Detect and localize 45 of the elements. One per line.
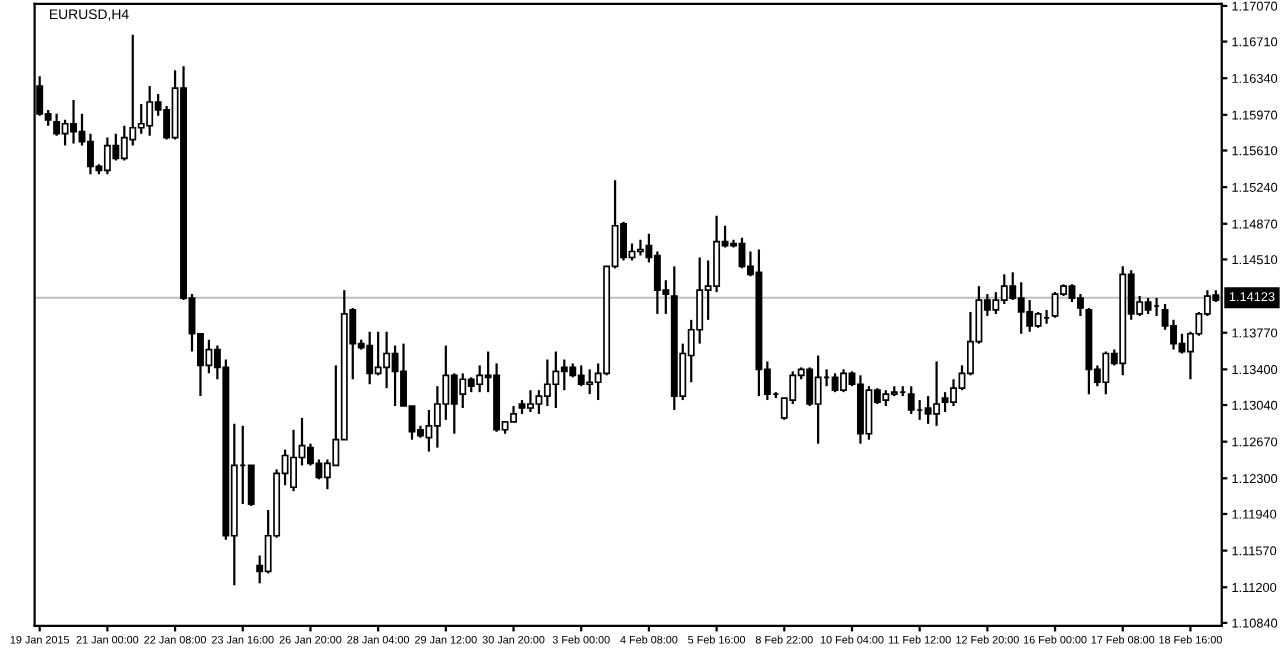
candlestick xyxy=(535,389,543,416)
candlestick xyxy=(1102,350,1110,396)
candlestick xyxy=(476,364,484,394)
candlestick xyxy=(120,124,128,162)
candlestick xyxy=(425,408,433,453)
candlestick xyxy=(103,136,111,176)
candlestick xyxy=(1017,281,1025,335)
candlestick xyxy=(907,385,915,416)
candlestick xyxy=(560,358,568,392)
candlestick xyxy=(636,238,644,257)
candlestick xyxy=(459,372,467,410)
candlestick xyxy=(831,372,839,394)
candlestick xyxy=(383,330,391,390)
candlestick xyxy=(941,391,949,414)
candlestick xyxy=(146,85,154,137)
candlestick xyxy=(1051,291,1059,319)
candlestick xyxy=(806,366,814,408)
candlestick xyxy=(924,395,932,425)
candlestick xyxy=(247,464,255,508)
candlestick xyxy=(450,372,458,435)
candlestick xyxy=(620,220,627,262)
candlestick xyxy=(653,250,661,316)
candlestick xyxy=(950,378,957,408)
candlestick xyxy=(442,344,450,421)
candlestick xyxy=(933,360,941,427)
candlestick xyxy=(70,98,77,145)
candlestick xyxy=(1026,298,1034,333)
candlestick xyxy=(526,389,534,414)
candlestick xyxy=(814,354,822,445)
candlestick xyxy=(1000,273,1008,306)
candlestick xyxy=(53,112,61,137)
candlestick xyxy=(366,330,374,386)
candlestick xyxy=(87,132,94,176)
candlestick xyxy=(137,102,145,135)
candlestick xyxy=(290,428,297,493)
candlestick xyxy=(205,338,213,375)
candlestick xyxy=(391,344,399,408)
candlestick xyxy=(586,368,594,396)
candlestick xyxy=(992,291,1000,316)
candlestick xyxy=(865,385,873,441)
candlestick xyxy=(713,214,721,294)
candlestick xyxy=(543,358,551,408)
candlestick xyxy=(840,368,847,394)
candlestick xyxy=(577,364,585,388)
candlestick xyxy=(552,350,560,410)
